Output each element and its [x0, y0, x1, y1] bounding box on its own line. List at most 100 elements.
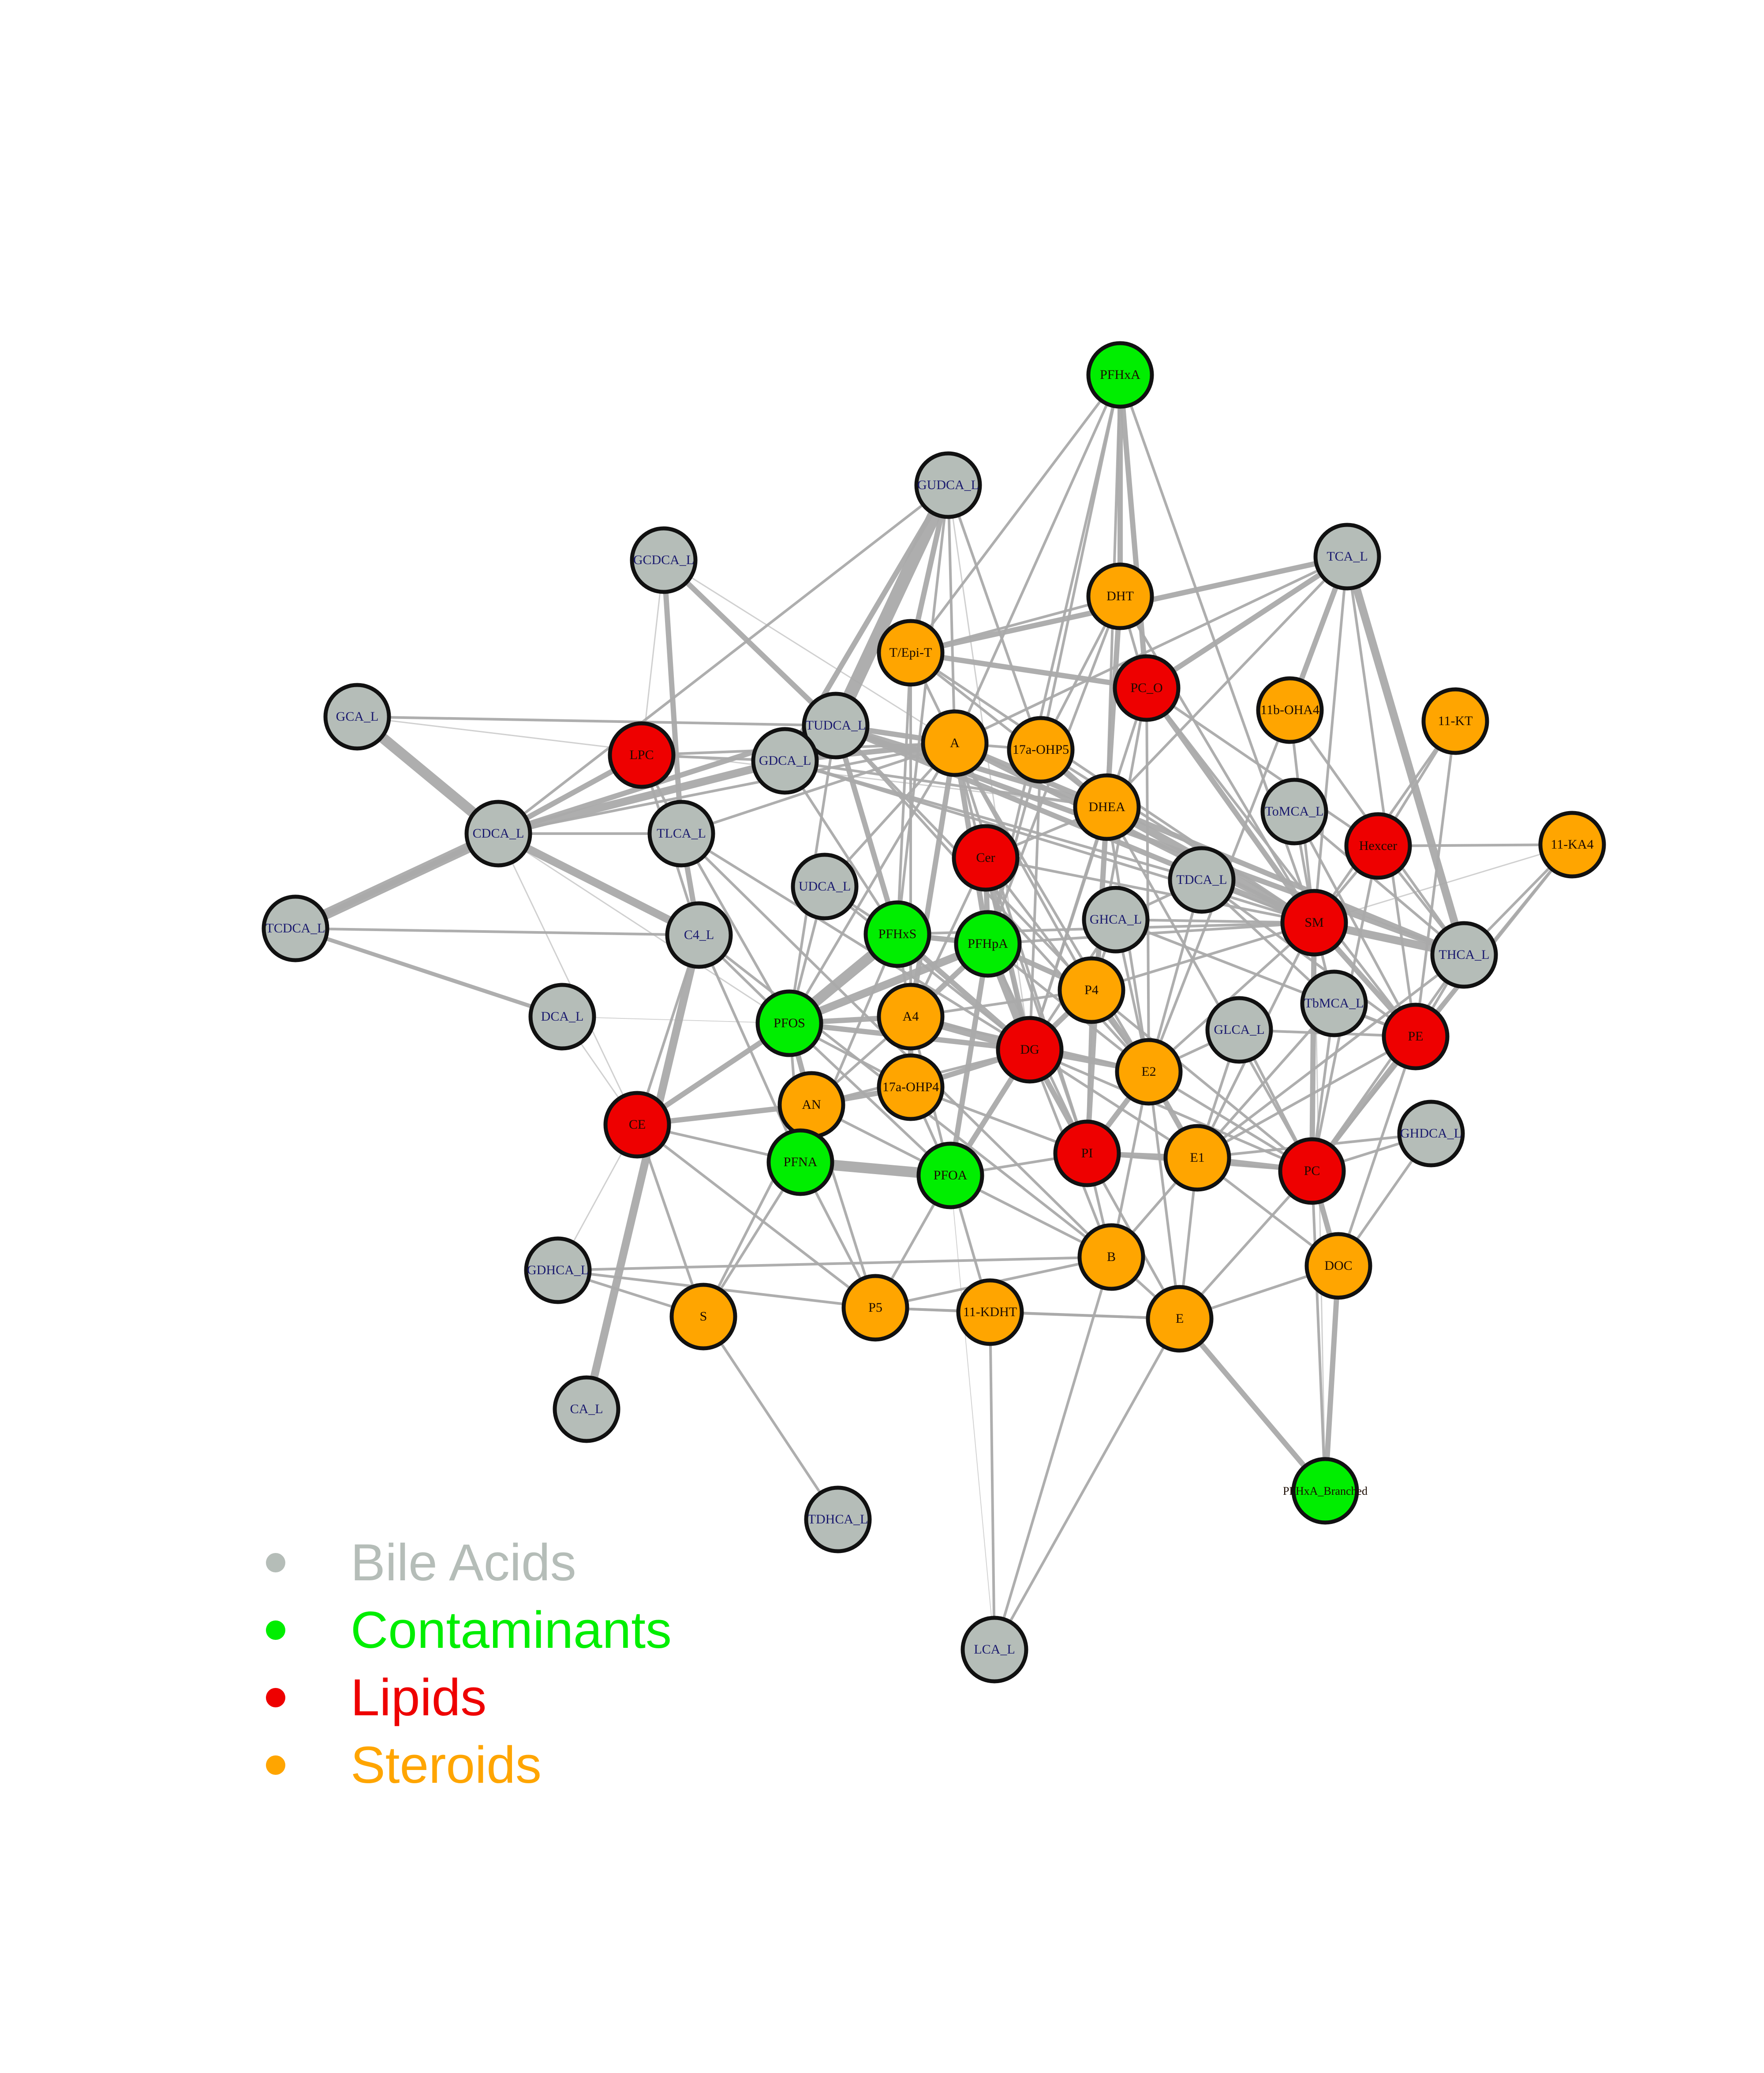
node-dg[interactable]: DG — [996, 1016, 1064, 1084]
node-lca-l[interactable]: LCA_L — [960, 1616, 1028, 1684]
node-circle[interactable] — [1073, 773, 1141, 841]
node-circle[interactable] — [791, 853, 859, 921]
node-gcdca-l[interactable]: GCDCA_L — [630, 526, 698, 594]
node-tbmca-l[interactable]: TbMCA_L — [1300, 969, 1368, 1037]
node-ca-l[interactable]: CA_L — [553, 1375, 620, 1443]
node-cdca-l[interactable]: CDCA_L — [464, 800, 532, 868]
node-circle[interactable] — [524, 1236, 592, 1304]
node-pfna[interactable]: PFNA — [766, 1128, 834, 1196]
node-17a-ohp5[interactable]: 17a-OHP5 — [1007, 716, 1075, 784]
node-c4-l[interactable]: C4_L — [665, 901, 733, 969]
node-t-epi-t[interactable]: T/Epi-T — [877, 619, 945, 687]
node-circle[interactable] — [914, 451, 982, 519]
node-circle[interactable] — [1313, 523, 1381, 591]
node-circle[interactable] — [804, 1486, 872, 1553]
node-circle[interactable] — [262, 894, 329, 962]
node-gca-l[interactable]: GCA_L — [323, 683, 391, 751]
node-tdca-l[interactable]: TDCA_L — [1168, 846, 1236, 914]
node-e2[interactable]: E2 — [1115, 1038, 1183, 1106]
node-pfos[interactable]: PFOS — [755, 989, 823, 1057]
node-dhea[interactable]: DHEA — [1073, 773, 1141, 841]
node-circle[interactable] — [877, 1053, 945, 1121]
node-circle[interactable] — [1280, 889, 1348, 957]
node-pfoa[interactable]: PFOA — [916, 1141, 984, 1209]
node-circle[interactable] — [952, 824, 1020, 892]
node-circle[interactable] — [1077, 1223, 1145, 1291]
node-circle[interactable] — [1382, 1003, 1450, 1070]
node-pfhxa[interactable]: PFHxA — [1086, 341, 1154, 409]
node-circle[interactable] — [630, 526, 698, 594]
node-gdhca-l[interactable]: GDHCA_L — [524, 1236, 592, 1304]
node-circle[interactable] — [603, 1091, 671, 1159]
node-e[interactable]: E — [1146, 1285, 1214, 1353]
node-circle[interactable] — [1086, 562, 1154, 630]
node-circle[interactable] — [1304, 1232, 1372, 1300]
node-circle[interactable] — [1291, 1457, 1359, 1525]
node-a[interactable]: A — [921, 709, 989, 777]
node-circle[interactable] — [1007, 716, 1075, 784]
node-tca-l[interactable]: TCA_L — [1313, 523, 1381, 591]
node-tcdca-l[interactable]: TCDCA_L — [262, 894, 329, 962]
node-circle[interactable] — [956, 1278, 1024, 1346]
node-tomca-l[interactable]: ToMCA_L — [1260, 778, 1328, 846]
node-cer[interactable]: Cer — [952, 824, 1020, 892]
node-11-ka4[interactable]: 11-KA4 — [1538, 811, 1606, 879]
node-circle[interactable] — [647, 800, 715, 868]
node-circle[interactable] — [669, 1283, 737, 1351]
node-gudca-l[interactable]: GUDCA_L — [914, 451, 982, 519]
node-circle[interactable] — [608, 721, 676, 789]
node-p4[interactable]: P4 — [1058, 956, 1125, 1024]
node-circle[interactable] — [1256, 676, 1324, 744]
node-circle[interactable] — [960, 1616, 1028, 1684]
node-pc[interactable]: PC — [1278, 1137, 1346, 1205]
node-ghca-l[interactable]: GHCA_L — [1082, 886, 1150, 954]
node-circle[interactable] — [1278, 1137, 1346, 1205]
node-circle[interactable] — [1146, 1285, 1214, 1353]
node-circle[interactable] — [916, 1141, 984, 1209]
node-a4[interactable]: A4 — [877, 983, 945, 1051]
node-pc-o[interactable]: PC_O — [1113, 654, 1181, 722]
node-11-kt[interactable]: 11-KT — [1421, 687, 1489, 755]
node-circle[interactable] — [1168, 846, 1236, 914]
node-circle[interactable] — [553, 1375, 620, 1443]
node-circle[interactable] — [1115, 1038, 1183, 1106]
node-circle[interactable] — [1053, 1119, 1121, 1187]
node-17a-ohp4[interactable]: 17a-OHP4 — [877, 1053, 945, 1121]
node-lpc[interactable]: LPC — [608, 721, 676, 789]
node-circle[interactable] — [996, 1016, 1064, 1084]
node-circle[interactable] — [1538, 811, 1606, 879]
node-glca-l[interactable]: GLCA_L — [1205, 996, 1273, 1064]
node-circle[interactable] — [751, 727, 819, 795]
node-circle[interactable] — [1421, 687, 1489, 755]
node-circle[interactable] — [1113, 654, 1181, 722]
node-pe[interactable]: PE — [1382, 1003, 1450, 1070]
node-ghdca-l[interactable]: GHDCA_L — [1397, 1100, 1465, 1167]
node-circle[interactable] — [755, 989, 823, 1057]
node-s[interactable]: S — [669, 1283, 737, 1351]
node-circle[interactable] — [1163, 1124, 1231, 1192]
node-pfhxs[interactable]: PFHxS — [863, 900, 931, 968]
node-circle[interactable] — [954, 910, 1022, 978]
node-ce[interactable]: CE — [603, 1091, 671, 1159]
node-circle[interactable] — [665, 901, 733, 969]
node-11-kdht[interactable]: 11-KDHT — [956, 1278, 1024, 1346]
node-circle[interactable] — [802, 692, 870, 760]
node-thca-l[interactable]: THCA_L — [1430, 921, 1498, 989]
node-pi[interactable]: PI — [1053, 1119, 1121, 1187]
node-dht[interactable]: DHT — [1086, 562, 1154, 630]
node-e1[interactable]: E1 — [1163, 1124, 1231, 1192]
node-circle[interactable] — [1344, 812, 1412, 880]
node-circle[interactable] — [877, 983, 945, 1051]
node-udca-l[interactable]: UDCA_L — [791, 853, 859, 921]
node-dca-l[interactable]: DCA_L — [528, 983, 596, 1051]
node-circle[interactable] — [1397, 1100, 1465, 1167]
node-circle[interactable] — [464, 800, 532, 868]
node-an[interactable]: AN — [777, 1071, 845, 1139]
node-b[interactable]: B — [1077, 1223, 1145, 1291]
node-tdhca-l[interactable]: TDHCA_L — [804, 1486, 872, 1553]
node-p5[interactable]: P5 — [841, 1274, 909, 1342]
node-circle[interactable] — [323, 683, 391, 751]
node-gdca-l[interactable]: GDCA_L — [751, 727, 819, 795]
node-circle[interactable] — [877, 619, 945, 687]
node-pfhxa-branched[interactable]: PFHxA_Branched — [1283, 1457, 1368, 1525]
